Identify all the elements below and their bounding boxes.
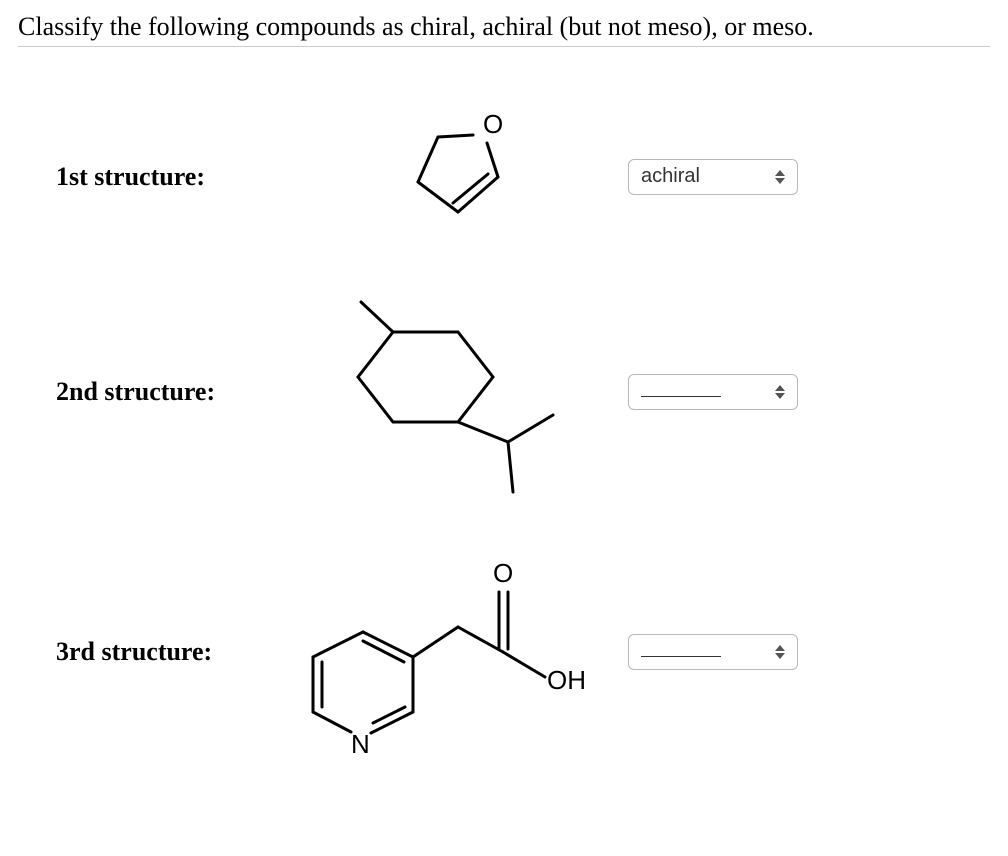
select-placeholder-line — [641, 385, 721, 397]
structure-label-1: 1st structure: — [18, 162, 278, 192]
structure-row-3: 3rd structure: — [18, 537, 990, 767]
atom-label-N: N — [351, 729, 370, 759]
question-prompt: Classify the following compounds as chir… — [18, 10, 990, 47]
select-stepper-icon — [773, 169, 787, 185]
atom-label-O: O — [483, 109, 503, 139]
select-stepper-icon — [773, 644, 787, 660]
select-value-3 — [641, 640, 773, 663]
classification-select-2[interactable] — [628, 374, 798, 410]
classification-select-3[interactable] — [628, 634, 798, 670]
structure-label-3: 3rd structure: — [18, 637, 278, 667]
structure-row-2: 2nd structure: — [18, 287, 990, 497]
molecule-1-furan: O — [383, 107, 523, 247]
select-stepper-icon — [773, 384, 787, 400]
atom-label-OH: OH — [547, 665, 586, 695]
structure-label-2: 2nd structure: — [18, 377, 278, 407]
select-value-1: achiral — [641, 165, 773, 188]
structure-image-3: O OH N — [278, 537, 628, 767]
structure-image-2 — [278, 287, 628, 497]
molecule-3-pyridine-acid: O OH N — [303, 537, 603, 767]
structure-image-1: O — [278, 107, 628, 247]
select-value-2 — [641, 380, 773, 403]
structure-row-1: 1st structure: O — [18, 107, 990, 247]
classification-select-1[interactable]: achiral — [628, 159, 798, 195]
molecule-2-cyclohexane-subst — [323, 287, 583, 497]
atom-label-O: O — [493, 558, 513, 588]
select-placeholder-line — [641, 645, 721, 657]
